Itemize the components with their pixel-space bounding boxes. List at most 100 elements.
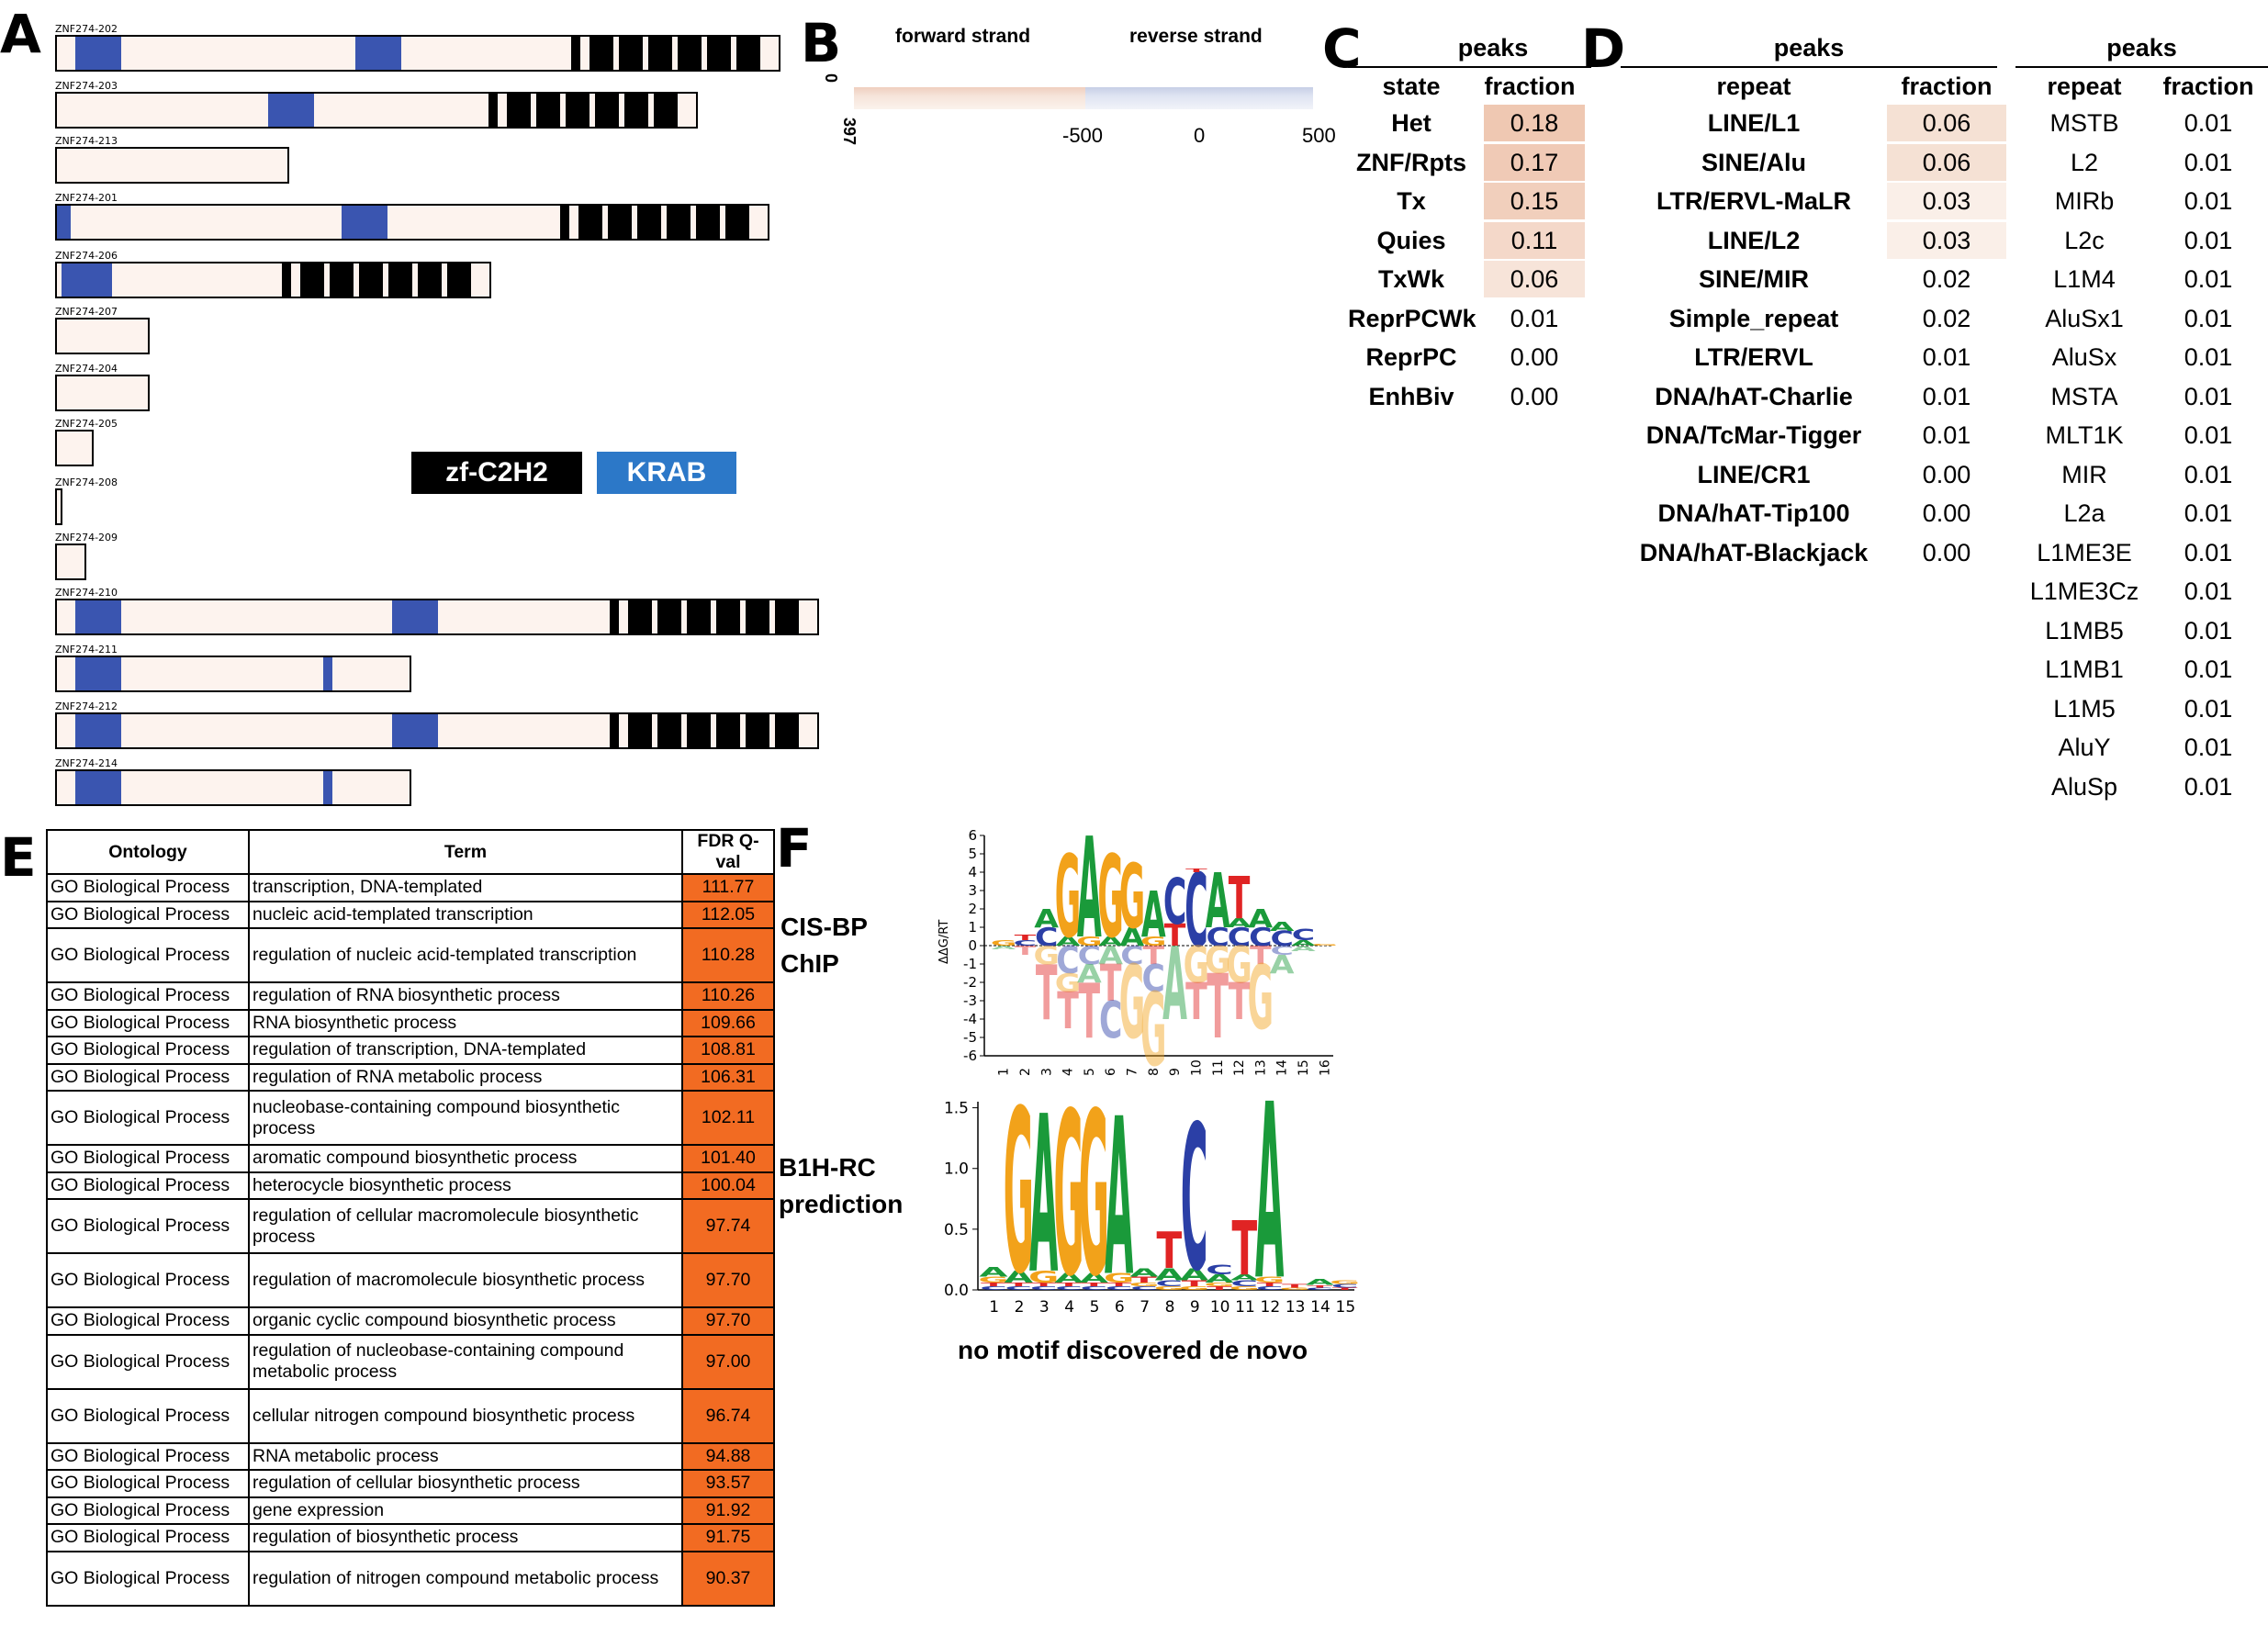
- transcript-bar: [55, 375, 150, 411]
- zf-c2h2-domain: [716, 600, 740, 633]
- peaks-title-left: peaks: [1773, 34, 1845, 62]
- logo-letter: A: [1077, 826, 1102, 969]
- fraction-cell: 0.17: [1484, 143, 1585, 181]
- ontology-cell: GO Biological Process: [46, 1008, 250, 1037]
- fraction-cell: 0.03: [1887, 183, 2006, 219]
- repeat-subfamily-cell: L1MB5: [2045, 616, 2124, 644]
- forward-strand-label: forward strand: [895, 26, 1031, 47]
- ontology-cell: GO Biological Process: [46, 1469, 250, 1498]
- fraction-cell: 0.06: [1887, 143, 2006, 181]
- logo-letter: G: [1053, 1088, 1083, 1322]
- zf-c2h2-domain: [560, 206, 569, 239]
- krab-domain: [355, 37, 401, 70]
- fraction-cell: 0.01: [1510, 304, 1559, 332]
- repeat-tables: peaks repeat fraction peaks repeat fract…: [1621, 28, 2268, 817]
- fraction-cell: 0.00: [1510, 343, 1559, 371]
- repeat-family-cell: LTR/ERVL: [1694, 343, 1813, 371]
- logo-letter: T: [1015, 933, 1038, 941]
- x-tick-label: 3: [1039, 1068, 1054, 1076]
- logo-letter: C: [1080, 1285, 1107, 1291]
- logo-letter: T: [1182, 1279, 1207, 1288]
- logo-letter: A: [979, 1265, 1008, 1281]
- logo-letter: A: [1098, 941, 1123, 970]
- repeat-subfamily-cell: L1M5: [2053, 694, 2116, 723]
- logo-letter: T: [1036, 948, 1058, 1037]
- x-tick-label: 7: [1140, 1298, 1150, 1317]
- x-tick-0: 0: [1194, 124, 1206, 147]
- x-tick-label: 10: [1210, 1298, 1230, 1317]
- logo-letter: C: [1270, 927, 1293, 951]
- term-cell: regulation of nucleic acid-templated tra…: [248, 927, 683, 983]
- logo-letter: T: [1207, 1285, 1232, 1291]
- logo-letter: C: [1306, 1287, 1333, 1291]
- transcript-bar: [55, 262, 491, 298]
- panel-label-b: B: [801, 12, 842, 74]
- logo-letter: A: [1255, 1088, 1284, 1322]
- logo-letter: G: [1076, 935, 1102, 949]
- krab-domain: [75, 657, 121, 690]
- heat-y-top: 0: [822, 73, 840, 84]
- table-row: GO Biological Process regulation of nucle…: [46, 1333, 775, 1390]
- x-tick-label: 2: [1015, 1298, 1025, 1317]
- logo-letter: T: [1015, 944, 1037, 958]
- ontology-cell: GO Biological Process: [46, 900, 250, 929]
- state-cell: ReprPC: [1365, 343, 1457, 371]
- logo-letter: A: [1291, 938, 1317, 947]
- logo-letter: A: [1227, 916, 1252, 931]
- fraction-cell: 0.01: [2184, 460, 2233, 488]
- ontology-cell: GO Biological Process: [46, 1550, 250, 1607]
- col-fraction: fraction: [1484, 73, 1576, 100]
- logo-letter: A: [1306, 1277, 1335, 1286]
- term-cell: heterocycle biosynthetic process: [248, 1171, 683, 1200]
- ontology-cell: GO Biological Process: [46, 1441, 250, 1471]
- ontology-cell: GO Biological Process: [46, 981, 250, 1011]
- transcript-diagram: ZNF274-202 ZNF274-203 ZNF274-213 ZNF274-201…: [0, 0, 826, 808]
- krab-domain: [75, 600, 121, 633]
- logo-letter: A: [1034, 904, 1059, 934]
- logo-letter: G: [1055, 833, 1081, 964]
- logo-letter: C: [1249, 923, 1272, 952]
- zf-c2h2-domain: [488, 94, 498, 127]
- header-rule-left: [1621, 66, 1997, 68]
- state-cell: Quies: [1376, 226, 1446, 254]
- table-row: GO Biological Process gene expression 91.9…: [46, 1496, 775, 1525]
- fraction-cell: 0.01: [2184, 304, 2233, 332]
- logo-letter: C: [1292, 926, 1315, 944]
- logo-letter: T: [1057, 981, 1079, 1041]
- repeat-subfamily-cell: L1ME3E: [2037, 538, 2132, 566]
- logo-letter: C: [1130, 1285, 1158, 1291]
- fdr-cell: 111.77: [681, 873, 775, 902]
- cisbp-chip-label: CIS-BP ChIP: [780, 913, 868, 978]
- logo-letter: T: [1106, 1282, 1132, 1287]
- fraction-cell: 0.01: [1922, 421, 1971, 449]
- heat-y-bottom: 397: [840, 118, 859, 146]
- fraction-cell: 0.01: [2184, 499, 2233, 527]
- fdr-cell: 101.40: [681, 1144, 775, 1173]
- x-tick-neg500: -500: [1062, 124, 1104, 147]
- x-tick-label: 5: [1090, 1298, 1100, 1317]
- y-tick-label: -6: [963, 1048, 977, 1064]
- fraction-cell: 0.01: [2184, 656, 2233, 683]
- transcript-bar: [55, 599, 819, 635]
- fraction-cell: 0.01: [1922, 382, 1971, 410]
- ontology-cell: GO Biological Process: [46, 1387, 250, 1444]
- logo-letter: G: [1055, 969, 1081, 998]
- fraction-cell: 0.01: [2184, 538, 2233, 566]
- fdr-cell: 91.75: [681, 1523, 775, 1552]
- table-row: GO Biological Process regulation of cellu…: [46, 1198, 775, 1254]
- logo-letter: T: [1229, 865, 1251, 932]
- term-cell: RNA metabolic process: [248, 1441, 683, 1471]
- zf-c2h2-domain: [595, 94, 619, 127]
- term-cell: RNA biosynthetic process: [248, 1008, 683, 1037]
- x-tick-label: 4: [1064, 1298, 1074, 1317]
- repeat-subfamily-cell: L2c: [2064, 226, 2105, 254]
- zf-c2h2-domain: [330, 263, 354, 297]
- term-cell: regulation of biosynthetic process: [248, 1523, 683, 1552]
- state-cell: Het: [1391, 109, 1432, 137]
- krab-domain: [57, 206, 71, 239]
- transcript-label: ZNF274-205: [55, 418, 118, 430]
- logo-letter: A: [1248, 904, 1273, 934]
- logo-letter: G: [1034, 941, 1060, 970]
- fraction-cell: 0.01: [2184, 577, 2233, 605]
- fdr-cell: 90.37: [681, 1550, 775, 1607]
